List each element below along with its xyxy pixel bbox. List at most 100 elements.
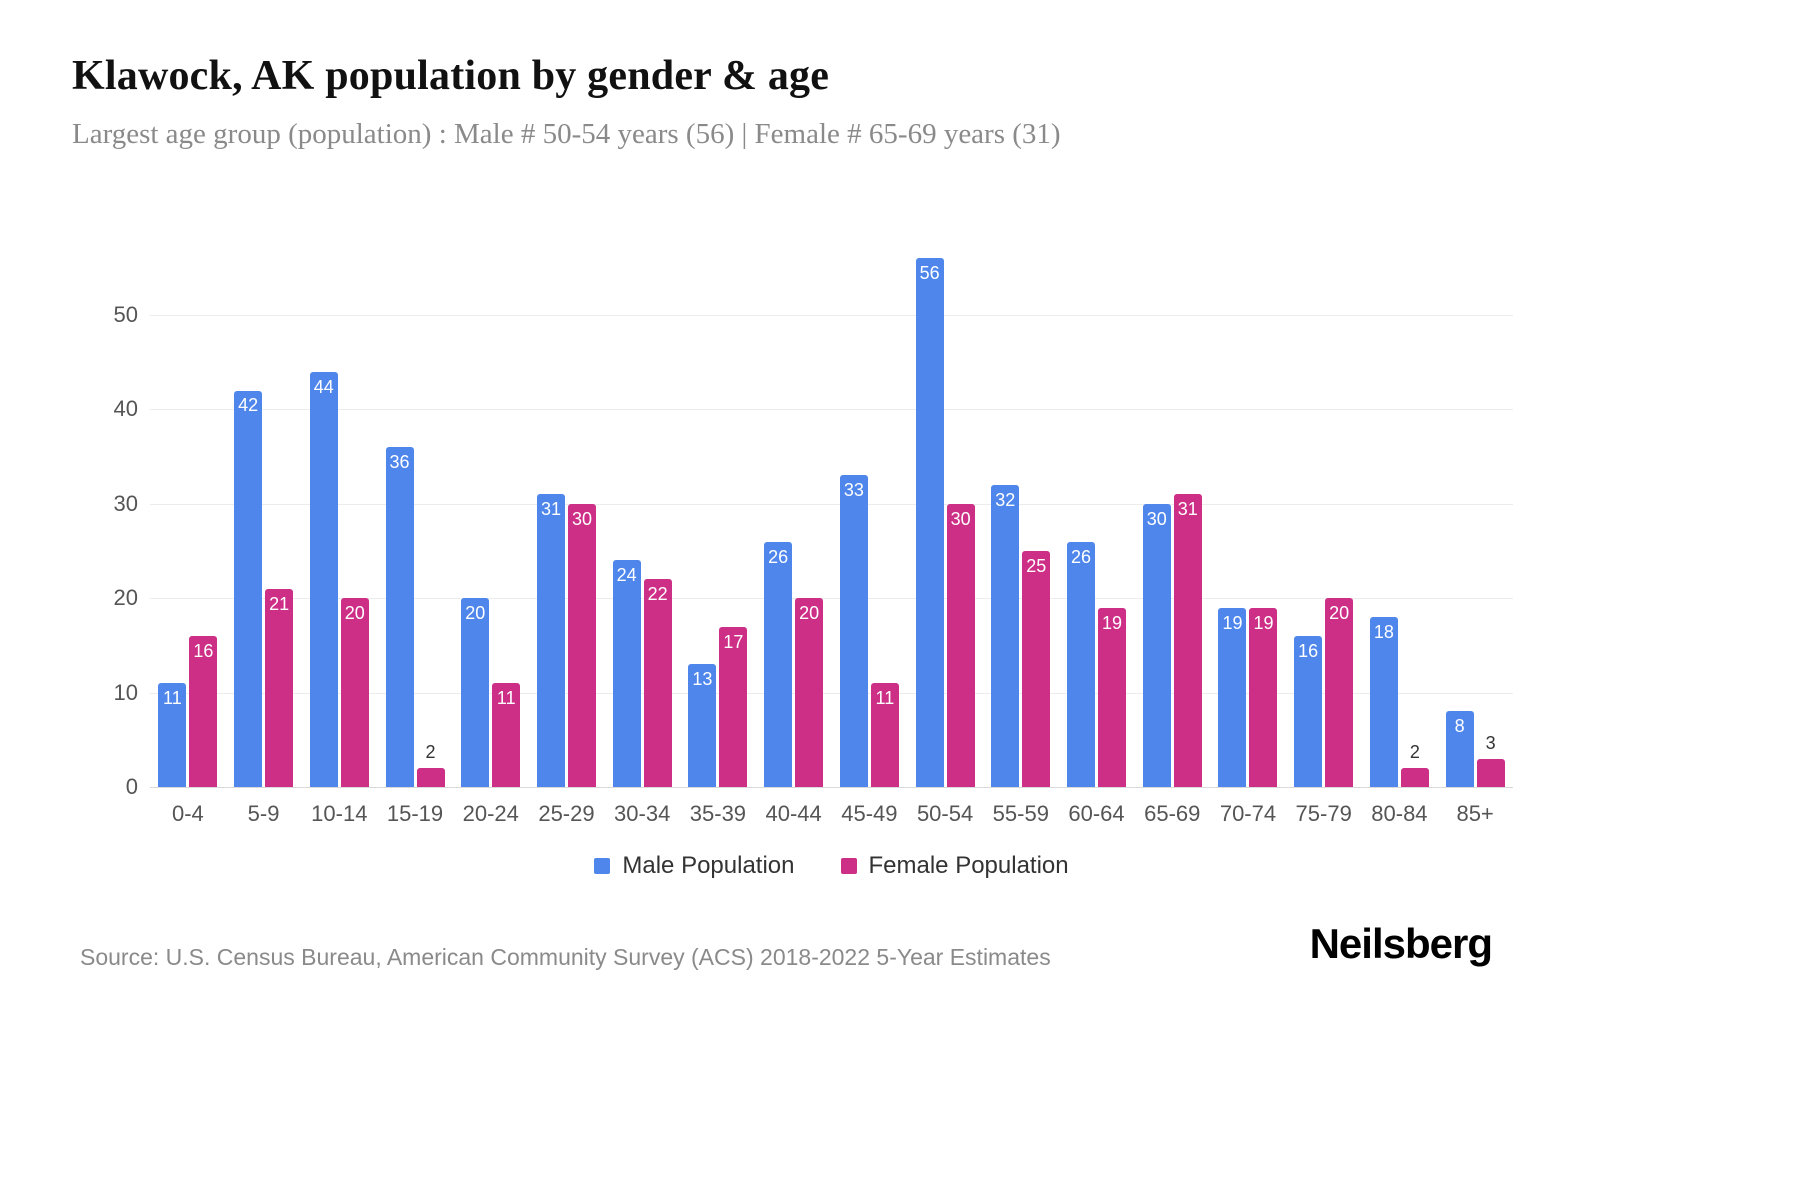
- bar-value-label: 3: [1485, 732, 1496, 753]
- bar-value-label: 32: [995, 489, 1016, 510]
- bar-value-label: 31: [540, 499, 561, 520]
- gridline: [150, 409, 1513, 411]
- bar-male-70-74[interactable]: [1218, 607, 1247, 787]
- x-axis-category-label: 70-74: [1219, 801, 1277, 826]
- bar-male-50-54[interactable]: [915, 258, 944, 787]
- x-axis-category-label: 15-19: [386, 801, 444, 826]
- bar-value-label: 16: [193, 640, 214, 661]
- gridline: [150, 503, 1513, 505]
- bar-value-label: 30: [1146, 508, 1167, 529]
- bar-value-label: 20: [344, 603, 365, 624]
- bar-female-50-54[interactable]: [946, 503, 975, 787]
- bar-value-label: 20: [799, 603, 820, 624]
- bar-value-label: 8: [1454, 716, 1465, 737]
- legend-swatch: [594, 858, 611, 874]
- bar-value-label: 25: [1026, 555, 1047, 576]
- x-axis-category-label: 35-39: [689, 801, 747, 826]
- plot-area: 0 10 20 30 40 50 11 16 0-4 42 21 5-9 44 20 10-14 36 2 15-…: [114, 230, 1513, 826]
- bar-female-30-34[interactable]: [643, 579, 672, 787]
- x-axis-category-label: 25-29: [538, 801, 595, 826]
- bar-male-60-64[interactable]: [1067, 541, 1096, 787]
- bar-value-label: 56: [919, 263, 940, 284]
- x-axis-category-label: 5-9: [247, 801, 280, 826]
- y-axis-tick-label: 0: [125, 774, 138, 799]
- x-axis-category-label: 40-44: [765, 801, 822, 826]
- chart-subtitle: Largest age group (population) : Male # …: [72, 118, 1061, 150]
- source-note: Source: U.S. Census Bureau, American Com…: [80, 944, 1051, 970]
- bar-female-70-74[interactable]: [1249, 607, 1278, 787]
- y-axis-tick-label: 10: [113, 679, 138, 705]
- bar-value-label: 30: [571, 508, 592, 529]
- bar-male-80-84[interactable]: [1369, 617, 1398, 787]
- bar-male-40-44[interactable]: [764, 541, 793, 787]
- bar-value-label: 26: [1071, 546, 1092, 567]
- bar-male-35-39[interactable]: [688, 664, 717, 787]
- bar-value-label: 16: [1298, 640, 1319, 661]
- bar-value-label: 44: [313, 376, 334, 397]
- bar-female-60-64[interactable]: [1098, 607, 1127, 787]
- bar-female-0-4[interactable]: [189, 635, 218, 787]
- x-axis-category-label: 80-84: [1371, 801, 1428, 826]
- bar-female-25-29[interactable]: [567, 503, 596, 787]
- x-axis-category-label: 75-79: [1295, 801, 1352, 826]
- bar-female-20-24[interactable]: [492, 683, 521, 787]
- legend-item-male-population[interactable]: Male Population: [594, 852, 795, 880]
- bar-female-45-49[interactable]: [870, 683, 899, 787]
- bar-female-80-84[interactable]: [1400, 768, 1429, 787]
- bar-value-label: 11: [163, 688, 182, 709]
- bar-male-5-9[interactable]: [234, 390, 263, 787]
- bar-female-55-59[interactable]: [1022, 550, 1051, 787]
- bar-male-75-79[interactable]: [1294, 635, 1323, 787]
- bar-value-label: 36: [389, 452, 410, 473]
- neilsberg-logo: Neilsberg: [1309, 920, 1493, 967]
- bar-value-label: 31: [1177, 499, 1198, 520]
- x-axis-category-label: 85+: [1456, 801, 1494, 826]
- bar-value-label: 2: [425, 742, 436, 763]
- x-axis-category-label: 0-4: [171, 801, 204, 826]
- bar-male-55-59[interactable]: [991, 484, 1020, 787]
- bar-male-15-19[interactable]: [385, 447, 414, 787]
- bar-female-10-14[interactable]: [340, 598, 369, 787]
- x-axis-category-label: 20-24: [462, 801, 519, 826]
- x-axis-category-label: 30-34: [614, 801, 671, 826]
- bar-value-label: 20: [465, 603, 486, 624]
- bar-value-label: 22: [647, 584, 668, 605]
- bar-value-label: 42: [238, 395, 259, 416]
- legend-label: Male Population: [622, 852, 795, 879]
- bar-female-75-79[interactable]: [1325, 598, 1354, 787]
- bar-female-35-39[interactable]: [719, 626, 748, 787]
- chart-title: Klawock, AK population by gender & age: [72, 53, 830, 99]
- x-axis-category-label: 65-69: [1144, 801, 1201, 826]
- x-axis-category-label: 45-49: [841, 801, 898, 826]
- bar-male-30-34[interactable]: [612, 560, 641, 787]
- bar-male-85plus[interactable]: [1445, 711, 1474, 787]
- bar-male-10-14[interactable]: [309, 371, 338, 787]
- bar-value-label: 11: [496, 688, 516, 709]
- bar-value-label: 19: [1102, 612, 1123, 633]
- x-axis-category-label: 60-64: [1068, 801, 1125, 826]
- gridline: [150, 787, 1513, 788]
- bar-male-65-69[interactable]: [1142, 503, 1171, 787]
- legend-item-female-population[interactable]: Female Population: [840, 852, 1069, 880]
- bar-female-5-9[interactable]: [265, 588, 294, 787]
- bar-male-25-29[interactable]: [536, 494, 565, 787]
- bar-male-45-49[interactable]: [839, 475, 868, 787]
- y-axis-tick-label: 40: [113, 396, 138, 422]
- bar-female-65-69[interactable]: [1173, 494, 1202, 787]
- bar-value-label: 19: [1222, 612, 1243, 633]
- bar-value-label: 17: [723, 631, 744, 652]
- bar-female-85plus[interactable]: [1476, 758, 1505, 787]
- bar-female-15-19[interactable]: [416, 768, 445, 787]
- bar-value-label: 20: [1329, 603, 1350, 624]
- bar-female-40-44[interactable]: [795, 598, 824, 787]
- bar-value-label: 2: [1409, 742, 1420, 763]
- bar-male-0-4[interactable]: [158, 683, 187, 787]
- bar-value-label: 13: [692, 669, 713, 690]
- legend-label: Female Population: [868, 852, 1069, 879]
- x-axis-category-label: 55-59: [992, 801, 1049, 826]
- bar-male-20-24[interactable]: [461, 598, 490, 787]
- bar-value-label: 21: [269, 593, 290, 614]
- x-axis-category-label: 50-54: [916, 801, 974, 826]
- y-axis-tick-label: 30: [113, 490, 138, 516]
